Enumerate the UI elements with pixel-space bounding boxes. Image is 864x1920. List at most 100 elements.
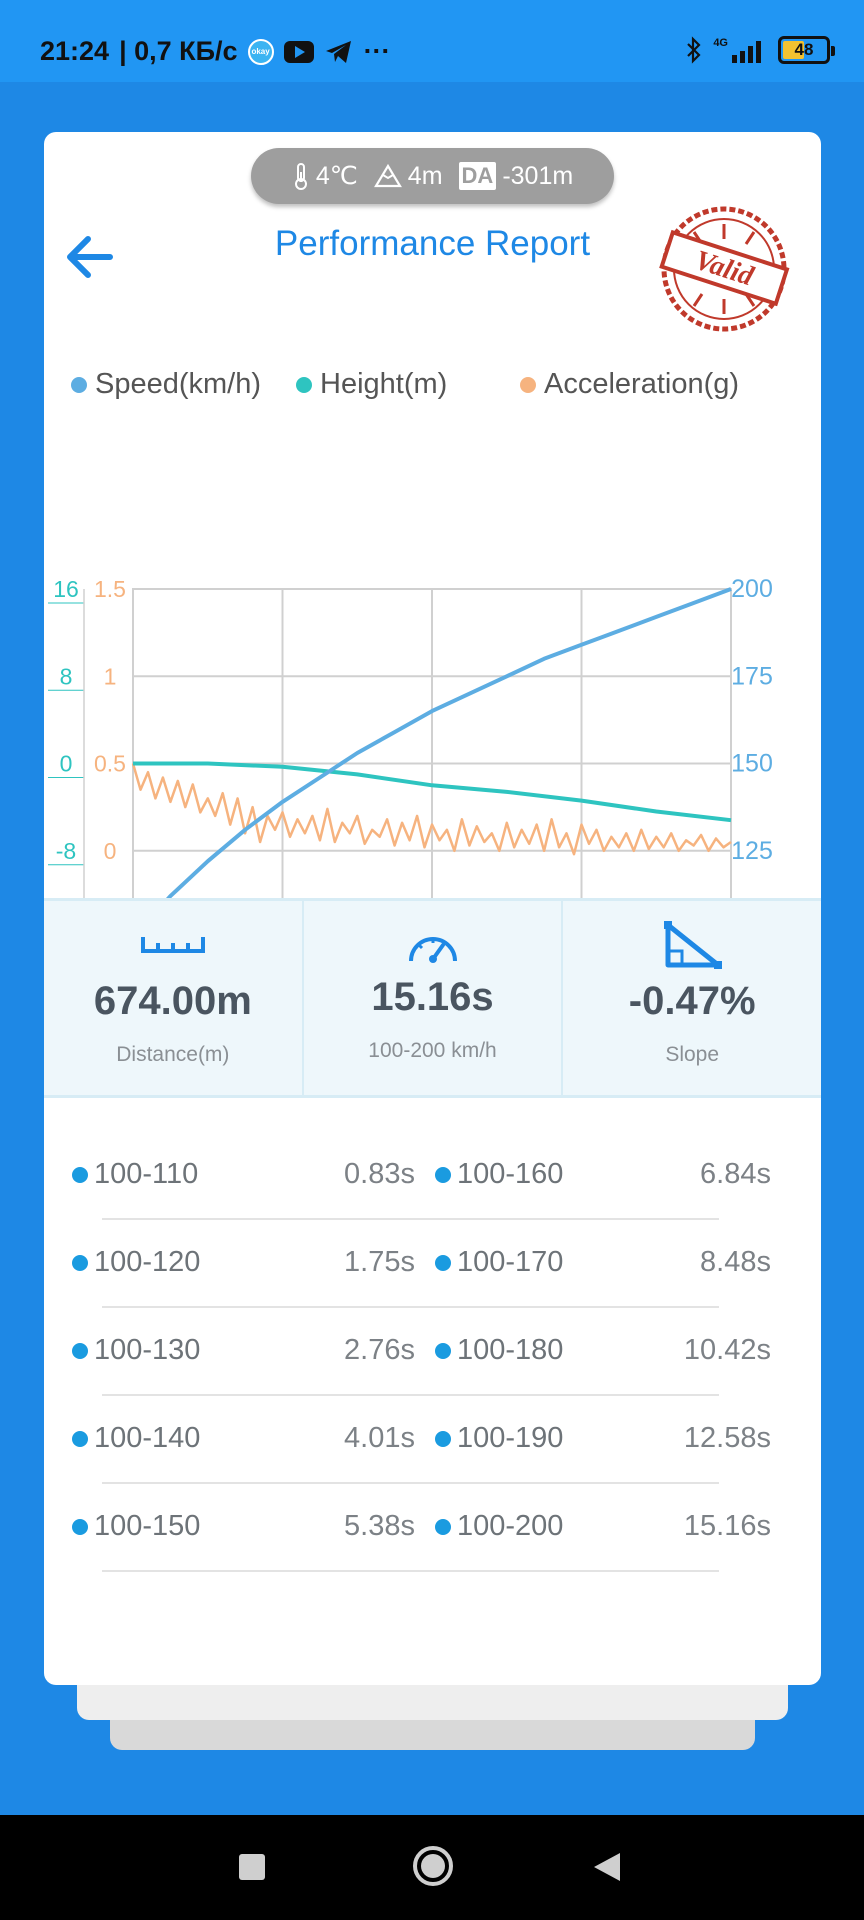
split-dot-icon bbox=[435, 1430, 451, 1447]
tick-label-speed: 150 bbox=[731, 750, 773, 778]
valid-stamp-icon: Valid bbox=[659, 206, 790, 332]
speed-series-line bbox=[131, 587, 732, 940]
temperature-value: 4℃ bbox=[315, 162, 358, 190]
ruler-icon bbox=[140, 937, 205, 953]
legend-acceleration-label: Acceleration(g) bbox=[544, 368, 740, 400]
legend-speed-dot bbox=[71, 376, 87, 393]
tick-label-height: -8 bbox=[56, 838, 76, 864]
mountain-icon bbox=[373, 164, 402, 188]
environment-pill: 4℃ 4m DA -301m bbox=[251, 148, 614, 204]
split-right: 100-190 bbox=[435, 1422, 563, 1455]
legend-height-dot bbox=[296, 376, 312, 393]
density-altitude-icon: DA bbox=[458, 162, 497, 190]
split-time: 2.76s bbox=[344, 1334, 415, 1366]
tick-label-speed: 175 bbox=[731, 662, 773, 690]
split-dot-icon bbox=[72, 1518, 88, 1535]
tick-label-acceleration: 0 bbox=[104, 838, 117, 864]
legend-acceleration[interactable]: Acceleration(g) bbox=[520, 368, 739, 401]
split-left: 100-150 bbox=[72, 1510, 200, 1543]
tick-label-speed: 125 bbox=[731, 837, 773, 865]
system-nav-bar bbox=[0, 1815, 864, 1920]
split-dot-icon bbox=[72, 1254, 88, 1271]
split-range: 100-140 bbox=[94, 1422, 201, 1454]
table-row: 100-120 1.75s 100-170 8.48s bbox=[44, 1220, 821, 1308]
stat-slope: -0.47% Slope bbox=[561, 901, 821, 1095]
split-time: 4.01s bbox=[344, 1422, 415, 1454]
slope-value: -0.47% bbox=[628, 979, 756, 1023]
signal-icon bbox=[732, 41, 761, 63]
time-label: 100-200 km/h bbox=[368, 1039, 497, 1062]
slope-icon bbox=[664, 921, 723, 969]
altitude-value: 4m bbox=[407, 161, 443, 190]
split-range: 100-110 bbox=[94, 1158, 199, 1190]
split-time: 1.75s bbox=[344, 1246, 415, 1278]
home-button[interactable] bbox=[412, 1845, 454, 1887]
legend-acceleration-dot bbox=[520, 376, 536, 393]
split-right: 100-160 bbox=[435, 1158, 563, 1191]
speedometer-icon bbox=[408, 937, 457, 963]
split-dot-icon bbox=[435, 1254, 451, 1271]
stat-time: 15.16s 100-200 km/h bbox=[301, 901, 562, 1095]
density-altitude-value: -301m bbox=[502, 161, 574, 190]
table-row: 100-150 5.38s 100-200 15.16s bbox=[44, 1484, 821, 1572]
battery-level: 48 bbox=[794, 40, 814, 59]
back-button[interactable] bbox=[592, 1851, 622, 1883]
battery-icon: 48 bbox=[778, 36, 835, 64]
row-divider bbox=[102, 1218, 719, 1220]
recent-apps-button[interactable] bbox=[238, 1853, 266, 1881]
split-time: 5.38s bbox=[344, 1510, 415, 1542]
split-dot-icon bbox=[435, 1342, 451, 1359]
time-value: 15.16s bbox=[371, 975, 494, 1019]
split-dot-icon bbox=[435, 1166, 451, 1183]
page-title: Performance Report bbox=[274, 224, 591, 263]
legend-height[interactable]: Height(m) bbox=[296, 368, 447, 401]
split-left: 100-140 bbox=[72, 1422, 200, 1455]
split-time: 10.42s bbox=[683, 1334, 771, 1366]
split-range: 100-150 bbox=[94, 1510, 201, 1542]
stats-panel: 674.00m Distance(m) 15.16s 100-200 km/h … bbox=[44, 898, 821, 1098]
tick-label-height: 0 bbox=[60, 751, 73, 777]
distance-label: Distance(m) bbox=[116, 1043, 230, 1066]
tick-label-height: 16 bbox=[53, 576, 79, 602]
split-time: 0.83s bbox=[344, 1158, 415, 1190]
legend-speed[interactable]: Speed(km/h) bbox=[71, 368, 261, 401]
telegram-icon bbox=[325, 40, 351, 63]
split-left: 100-110 bbox=[72, 1158, 198, 1191]
split-right: 100-200 bbox=[435, 1510, 563, 1543]
split-time: 6.84s bbox=[700, 1158, 771, 1190]
split-right: 100-180 bbox=[435, 1334, 563, 1367]
thermometer-icon bbox=[294, 163, 307, 190]
tick-label-acceleration: 0.5 bbox=[94, 751, 126, 777]
bluetooth-icon bbox=[687, 36, 701, 64]
split-range: 100-190 bbox=[457, 1422, 564, 1454]
split-time: 12.58s bbox=[683, 1422, 771, 1454]
split-range: 100-120 bbox=[94, 1246, 201, 1278]
table-row: 100-140 4.01s 100-190 12.58s bbox=[44, 1396, 821, 1484]
split-left: 100-120 bbox=[72, 1246, 200, 1279]
back-arrow-icon[interactable] bbox=[58, 222, 128, 292]
distance-value: 674.00m bbox=[93, 979, 252, 1023]
split-dot-icon bbox=[72, 1342, 88, 1359]
slope-label: Slope bbox=[665, 1043, 720, 1066]
split-left: 100-130 bbox=[72, 1334, 200, 1367]
split-range: 100-180 bbox=[457, 1334, 564, 1366]
stat-distance: 674.00m Distance(m) bbox=[44, 901, 302, 1095]
acceleration-series-line bbox=[131, 763, 732, 856]
table-row: 100-110 0.83s 100-160 6.84s bbox=[44, 1132, 821, 1220]
height-series-line bbox=[133, 761, 732, 823]
row-divider bbox=[102, 1306, 719, 1308]
splits-table: 100-110 0.83s 100-160 6.84s 100-120 1.75… bbox=[44, 1132, 821, 1572]
split-right: 100-170 bbox=[435, 1246, 563, 1279]
split-range: 100-160 bbox=[457, 1158, 564, 1190]
more-notifications-icon: ··· bbox=[363, 36, 391, 66]
split-time: 8.48s bbox=[700, 1246, 771, 1278]
tick-label-height: 8 bbox=[60, 663, 73, 689]
tick-label-acceleration: 1 bbox=[104, 663, 117, 689]
row-divider bbox=[102, 1482, 719, 1484]
status-net-speed: | 0,7 КБ/с bbox=[119, 36, 238, 66]
status-bar: 21:24 | 0,7 КБ/с okay ··· 4G 48 bbox=[0, 0, 864, 82]
youtube-icon bbox=[283, 40, 314, 63]
split-range: 100-130 bbox=[94, 1334, 201, 1366]
status-time: 21:24 bbox=[40, 36, 110, 66]
